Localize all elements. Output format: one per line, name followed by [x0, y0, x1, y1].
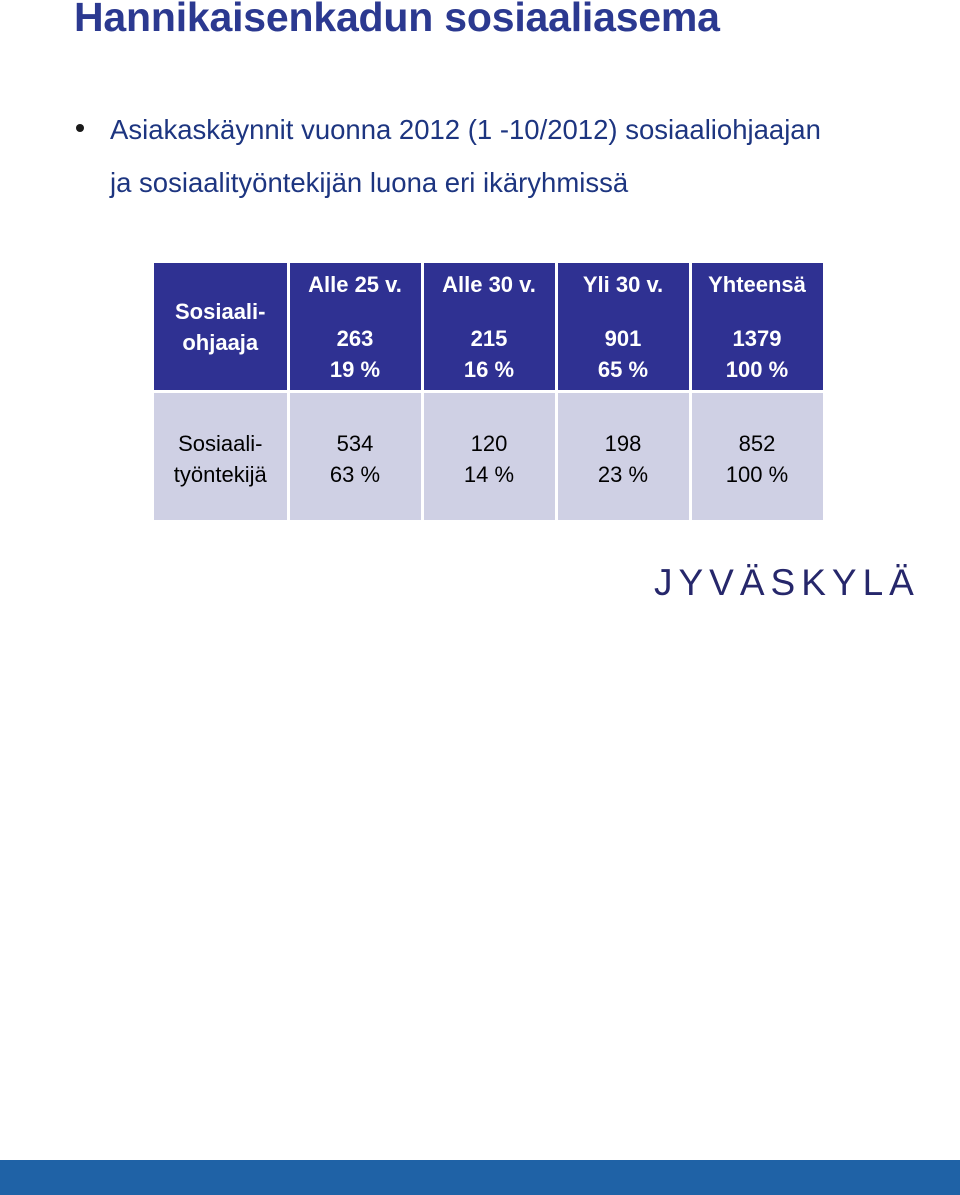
cell-percent: 16 %	[463, 357, 515, 382]
wave-icon	[884, 614, 930, 627]
cell-count: 852	[738, 431, 776, 456]
table-cell: 534 63 %	[288, 391, 424, 523]
cell-percent: 23 %	[597, 462, 649, 487]
column-header: Yli 30 v.	[582, 272, 664, 297]
bullet-dot-icon	[76, 124, 84, 132]
cell-percent: 100 %	[725, 357, 789, 382]
cell-count: 198	[604, 431, 642, 456]
table-cell: 198 23 %	[556, 391, 692, 523]
cell-percent: 14 %	[463, 462, 515, 487]
column-header: Alle 25 v.	[308, 272, 402, 297]
cell-count: 215	[470, 326, 508, 351]
logo-wordmark: JYVÄSKYLÄ	[654, 562, 920, 603]
cell-percent: 100 %	[725, 462, 789, 487]
cell-count: 901	[604, 326, 642, 351]
row-label-cell: Sosiaali- ohjaaja	[154, 263, 290, 393]
logo-band	[0, 1160, 960, 1195]
table-cell: Alle 25 v. 263 19 %	[288, 263, 424, 393]
column-header: Alle 30 v.	[442, 272, 536, 297]
table-row: Sosiaali- ohjaaja Alle 25 v. 263 19 % Al…	[154, 263, 826, 393]
logo-slogan: uuden aallon kaupunki	[655, 608, 872, 631]
row-label-line2: ohjaaja	[182, 330, 259, 355]
table-cell: Alle 30 v. 215 16 %	[422, 263, 558, 393]
visits-table: Sosiaali- ohjaaja Alle 25 v. 263 19 % Al…	[154, 263, 826, 523]
table-cell: Yli 30 v. 901 65 %	[556, 263, 692, 393]
table-row: Sosiaali- työntekijä 534 63 % 120 14 % 1…	[154, 391, 826, 523]
cell-count: 263	[336, 326, 374, 351]
cell-count: 120	[470, 431, 508, 456]
cell-count: 534	[336, 431, 374, 456]
row-label-cell: Sosiaali- työntekijä	[154, 391, 290, 523]
table-cell: 852 100 %	[690, 391, 826, 523]
cell-percent: 63 %	[329, 462, 381, 487]
column-header: Yhteensä	[708, 272, 806, 297]
cell-percent: 19 %	[329, 357, 381, 382]
bullet-text: Asiakaskäynnit vuonna 2012 (1 -10/2012) …	[110, 114, 821, 198]
table-cell: 120 14 %	[422, 391, 558, 523]
cell-count: 1379	[732, 326, 782, 351]
row-label-line1: Sosiaali-	[178, 431, 263, 456]
cell-percent: 65 %	[597, 357, 649, 382]
row-label-line1: Sosiaali-	[175, 299, 266, 324]
table-cell: Yhteensä 1379 100 %	[690, 263, 826, 393]
row-label-line2: työntekijä	[173, 462, 267, 487]
slide-title: Hannikaisenkadun sosiaaliasema	[74, 0, 720, 40]
